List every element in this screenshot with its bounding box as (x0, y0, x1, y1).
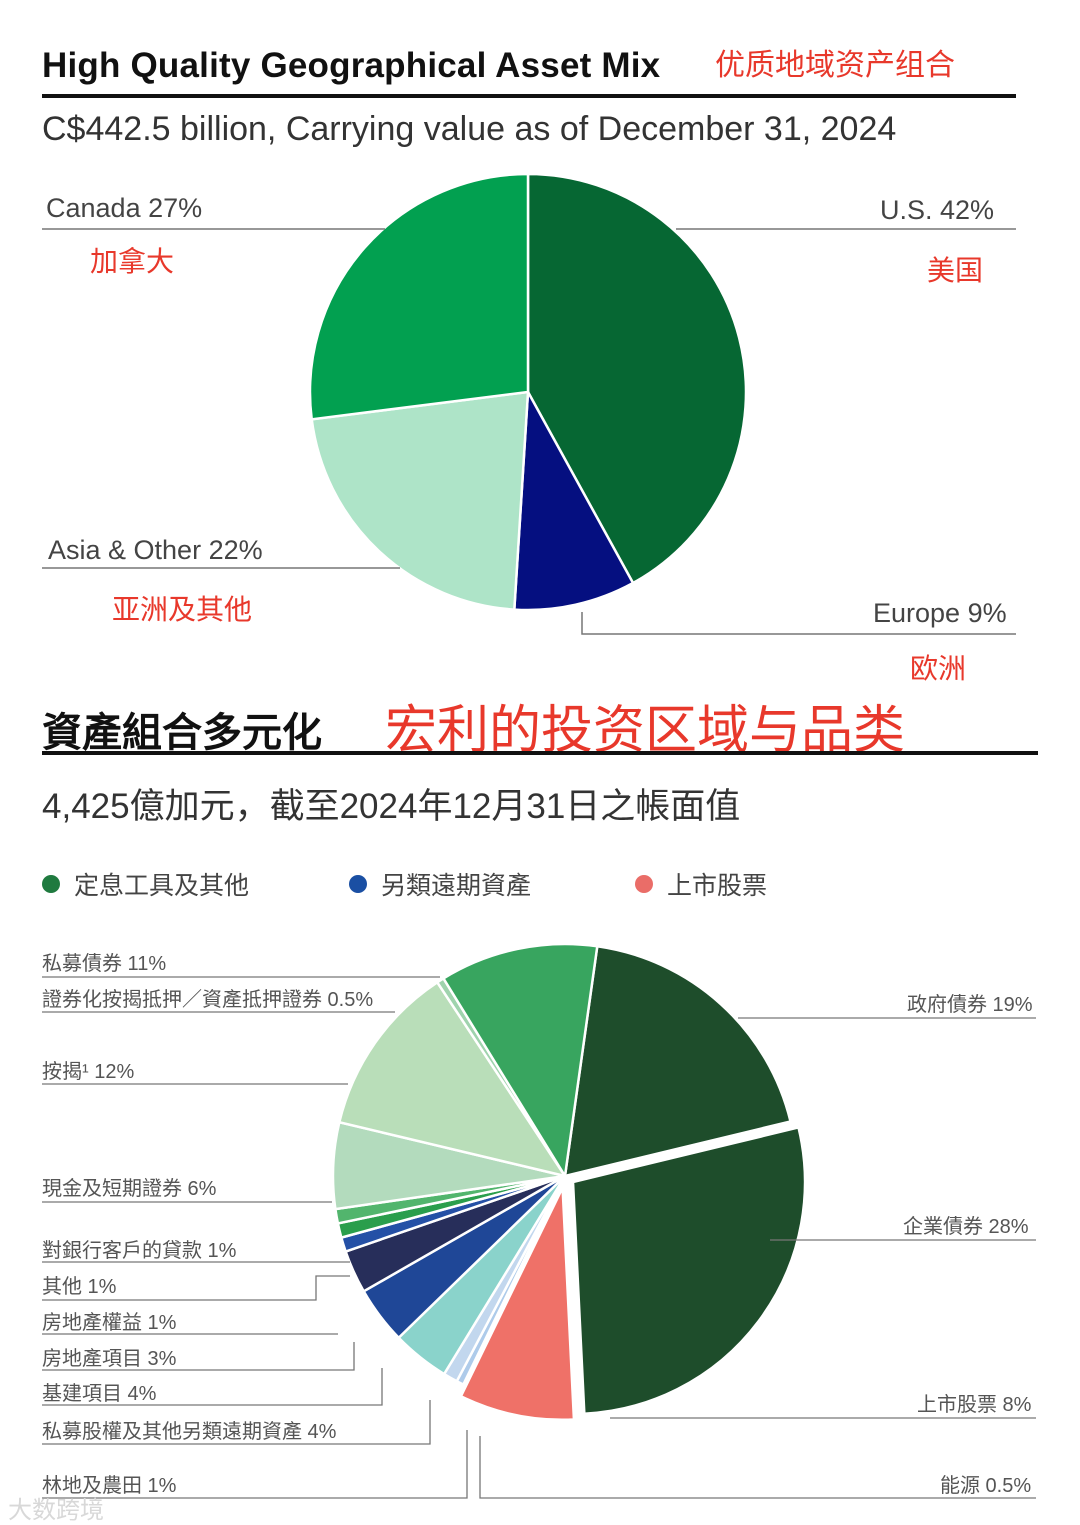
chart-2-subtitle: 4,425億加元，截至2024年12月31日之帳面值 (42, 787, 741, 826)
slice-label-asia: Asia & Other 22% (48, 535, 263, 565)
pie-2-leader-lines (42, 976, 1036, 1499)
leader-private-equity (42, 1400, 431, 1445)
slice-label-private-placement: 私募債券 11% (42, 953, 167, 975)
slice-label-re-projects: 房地產項目 3% (42, 1348, 177, 1370)
legend-dot-green-icon (42, 875, 60, 893)
slice-label-bank-loans: 對銀行客戶的貸款 1% (42, 1240, 237, 1262)
chart-1-subtitle: C$442.5 billion, Carrying value as of De… (42, 110, 897, 148)
slice-label-mortgages: 按揭¹ 12% (42, 1061, 135, 1083)
slice-label-cn-europe: 欧洲 (910, 653, 967, 684)
asset-slice-1 (571, 1125, 807, 1416)
legend-label: 另類遠期資產 (381, 872, 532, 900)
slice-label-other: 其他 1% (42, 1276, 117, 1298)
slice-label-cn-us: 美国 (927, 255, 984, 286)
slice-label-corporate: 企業債券 28% (903, 1216, 1029, 1238)
watermark: 大数跨境 (8, 1497, 104, 1524)
leader-line-europe (581, 612, 1016, 635)
leader-re-projects (42, 1342, 355, 1371)
chart-1-title: High Quality Geographical Asset Mix (42, 46, 661, 85)
asset-slice-2 (459, 1187, 576, 1422)
slice-label-infrastructure: 基建項目 4% (42, 1383, 157, 1405)
legend-item-equities: 上市股票 (635, 866, 767, 902)
slice-label-equities: 上市股票 8% (917, 1394, 1032, 1416)
legend-item-alternative: 另類遠期資產 (349, 866, 531, 902)
chart-1-title-cn: 优质地域资产组合 (715, 49, 955, 82)
slice-label-mbs: 證券化按揭抵押／資產抵押證券 0.5% (42, 989, 374, 1011)
leader-other (42, 1275, 350, 1301)
chart-1-title-rule (42, 94, 1016, 98)
legend-label: 上市股票 (667, 872, 768, 900)
slice-label-us: U.S. 42% (880, 195, 995, 225)
slice-label-canada: Canada 27% (46, 193, 203, 223)
legend-dot-red-icon (635, 875, 653, 893)
geo-slice-2 (310, 390, 530, 611)
pie-1-slices (308, 172, 748, 612)
geo-slice-3 (308, 172, 530, 421)
legend-label: 定息工具及其他 (74, 872, 250, 900)
slice-label-private-equity: 私募股權及其他另類遠期資產 4% (42, 1421, 337, 1443)
slice-label-europe: Europe 9% (873, 598, 1007, 628)
legend-item-fixed-income: 定息工具及其他 (42, 866, 249, 902)
leader-infrastructure (42, 1368, 383, 1406)
legend-dot-blue-icon (349, 875, 367, 893)
pie-1-leader-lines (42, 228, 1016, 635)
geographical-pie-chart (42, 172, 1016, 635)
leader-energy (479, 1436, 1036, 1499)
pie-2-slices (331, 942, 807, 1422)
slice-label-government: 政府債券 19% (907, 994, 1033, 1016)
slice-label-cn-canada: 加拿大 (90, 246, 175, 277)
geo-slice-0 (526, 172, 748, 585)
slice-label-re-equity: 房地產權益 1% (42, 1312, 177, 1334)
slice-label-cn-asia: 亚洲及其他 (112, 594, 253, 625)
slice-label-energy: 能源 0.5% (940, 1475, 1032, 1497)
chart-2-title: 資產組合多元化 (42, 711, 322, 755)
chart-2-title-red: 宏利的投资区域与品类 (385, 702, 906, 760)
leader-timber (42, 1430, 468, 1499)
asset-slice-0 (563, 944, 792, 1178)
chart-2-title-rule (42, 751, 1038, 755)
geo-slice-1 (512, 387, 635, 612)
asset-slice-12 (337, 980, 568, 1178)
slice-label-cash: 現金及短期證券 6% (42, 1178, 217, 1200)
asset-slice-14 (441, 942, 599, 1180)
slice-label-timber: 林地及農田 1% (42, 1475, 177, 1497)
